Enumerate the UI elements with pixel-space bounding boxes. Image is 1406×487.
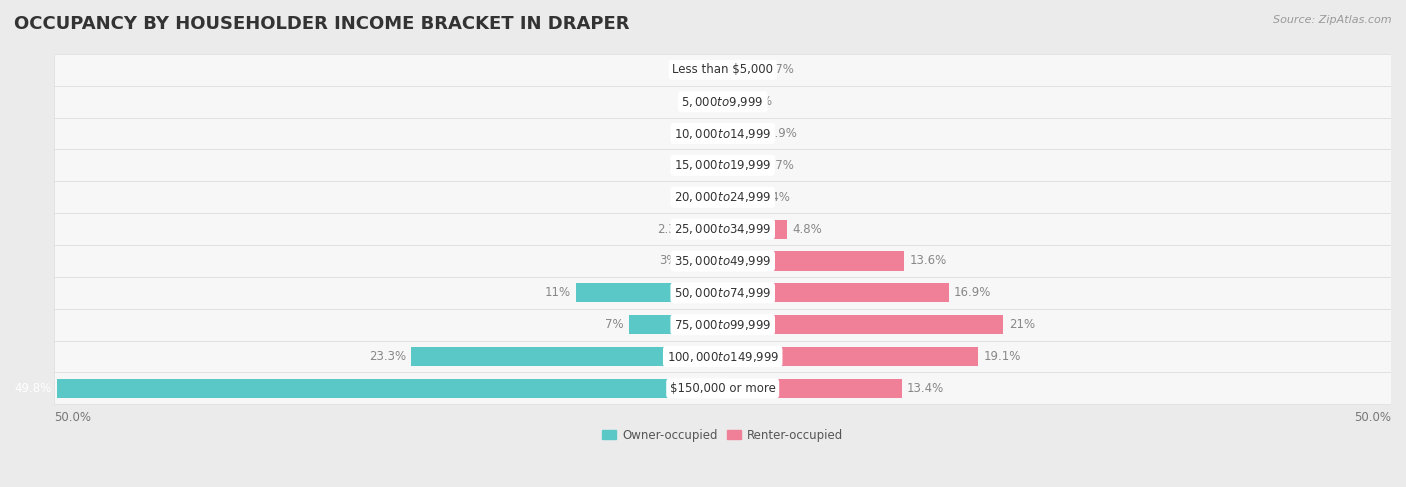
Bar [412, 347, 723, 366]
Bar [692, 220, 723, 239]
Bar [723, 315, 1004, 334]
Bar [717, 187, 723, 207]
Bar [723, 60, 759, 79]
Bar [723, 187, 755, 207]
FancyBboxPatch shape [55, 277, 1391, 309]
Text: $75,000 to $99,999: $75,000 to $99,999 [673, 318, 772, 332]
Text: 3%: 3% [659, 255, 678, 267]
Text: 1.2%: 1.2% [672, 159, 702, 172]
Text: $100,000 to $149,999: $100,000 to $149,999 [666, 350, 779, 364]
Bar [575, 283, 723, 302]
Text: Less than $5,000: Less than $5,000 [672, 63, 773, 76]
Text: 2.7%: 2.7% [763, 159, 794, 172]
Text: $50,000 to $74,999: $50,000 to $74,999 [673, 286, 772, 300]
Bar [58, 379, 723, 398]
Text: 4.8%: 4.8% [792, 223, 823, 236]
Text: 7%: 7% [605, 318, 624, 331]
Text: 0.56%: 0.56% [735, 95, 773, 108]
Text: 1.5%: 1.5% [668, 63, 697, 76]
Text: 2.9%: 2.9% [766, 127, 797, 140]
FancyBboxPatch shape [55, 117, 1391, 150]
FancyBboxPatch shape [55, 181, 1391, 213]
Bar [721, 92, 723, 111]
FancyBboxPatch shape [55, 150, 1391, 181]
Text: $10,000 to $14,999: $10,000 to $14,999 [673, 127, 772, 141]
Bar [723, 251, 904, 270]
Text: 13.6%: 13.6% [910, 255, 948, 267]
Text: $25,000 to $34,999: $25,000 to $34,999 [673, 222, 772, 236]
Text: 11%: 11% [544, 286, 571, 300]
FancyBboxPatch shape [55, 86, 1391, 117]
Text: 2.7%: 2.7% [763, 63, 794, 76]
Bar [723, 347, 979, 366]
Text: 19.1%: 19.1% [983, 350, 1021, 363]
Bar [723, 92, 730, 111]
Text: 0.42%: 0.42% [675, 191, 711, 204]
Bar [723, 379, 901, 398]
Text: 50.0%: 50.0% [55, 412, 91, 424]
Text: 2.3%: 2.3% [657, 223, 686, 236]
Bar [628, 315, 723, 334]
Text: 0.14%: 0.14% [678, 95, 716, 108]
Text: Source: ZipAtlas.com: Source: ZipAtlas.com [1274, 15, 1392, 25]
Text: 49.8%: 49.8% [14, 382, 52, 395]
Bar [723, 283, 949, 302]
Text: 2.4%: 2.4% [761, 191, 790, 204]
Bar [723, 124, 762, 143]
FancyBboxPatch shape [55, 309, 1391, 340]
Text: $150,000 or more: $150,000 or more [669, 382, 776, 395]
FancyBboxPatch shape [55, 373, 1391, 404]
Text: $35,000 to $49,999: $35,000 to $49,999 [673, 254, 772, 268]
FancyBboxPatch shape [55, 213, 1391, 245]
Bar [683, 251, 723, 270]
FancyBboxPatch shape [55, 340, 1391, 373]
Bar [723, 156, 759, 175]
Bar [703, 60, 723, 79]
Text: $5,000 to $9,999: $5,000 to $9,999 [682, 94, 763, 109]
Text: 23.3%: 23.3% [368, 350, 406, 363]
FancyBboxPatch shape [55, 245, 1391, 277]
Bar [723, 220, 787, 239]
Text: 0.41%: 0.41% [675, 127, 711, 140]
FancyBboxPatch shape [55, 54, 1391, 86]
Bar [717, 124, 723, 143]
Bar [707, 156, 723, 175]
Text: 50.0%: 50.0% [1354, 412, 1391, 424]
Text: 21%: 21% [1008, 318, 1035, 331]
Text: OCCUPANCY BY HOUSEHOLDER INCOME BRACKET IN DRAPER: OCCUPANCY BY HOUSEHOLDER INCOME BRACKET … [14, 15, 630, 33]
Text: $15,000 to $19,999: $15,000 to $19,999 [673, 158, 772, 172]
Text: $20,000 to $24,999: $20,000 to $24,999 [673, 190, 772, 204]
Legend: Owner-occupied, Renter-occupied: Owner-occupied, Renter-occupied [598, 424, 848, 447]
Text: 13.4%: 13.4% [907, 382, 945, 395]
Text: 16.9%: 16.9% [953, 286, 991, 300]
